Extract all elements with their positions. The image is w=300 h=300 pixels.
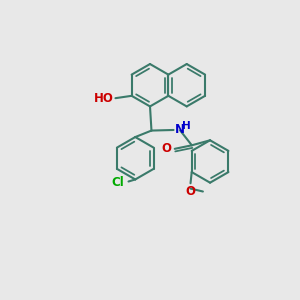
Text: H: H	[182, 122, 190, 131]
Text: O: O	[185, 185, 196, 198]
Text: O: O	[162, 142, 172, 155]
Text: HO: HO	[94, 92, 114, 105]
Text: N: N	[175, 123, 185, 136]
Text: Cl: Cl	[111, 176, 124, 190]
